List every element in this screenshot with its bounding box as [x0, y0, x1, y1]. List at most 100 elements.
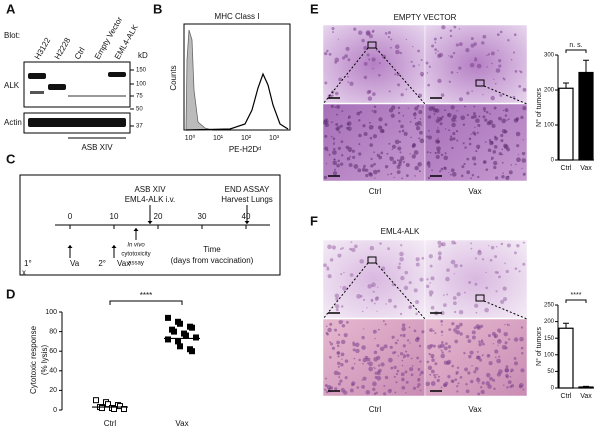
tissue-texture: [399, 352, 404, 356]
tissue-texture: [493, 145, 498, 149]
tissue-texture: [425, 61, 429, 65]
tissue-texture: [345, 46, 350, 51]
sig-bracket: [565, 49, 587, 53]
tissue-texture: [361, 167, 366, 172]
data-point: [177, 343, 183, 350]
tick-label: 0: [68, 212, 73, 221]
micrograph: [322, 24, 426, 104]
tissue-texture: [384, 32, 388, 35]
tissue-texture: [368, 58, 371, 61]
tissue-texture: [362, 376, 367, 381]
tissue-texture: [468, 354, 472, 359]
tissue-texture: [377, 286, 379, 288]
tissue-texture: [358, 152, 362, 156]
band: [48, 84, 66, 90]
y-label: N° of tumors: [535, 327, 543, 366]
tissue-texture: [446, 293, 449, 296]
tissue-texture: [494, 82, 497, 85]
tissue-texture: [386, 152, 389, 155]
y-tick-label: 60: [49, 348, 57, 355]
y-tick-label: 0: [551, 158, 555, 164]
tissue-texture: [332, 160, 337, 166]
tissue-texture: [434, 362, 438, 366]
tissue-texture: [515, 131, 521, 137]
tissue-texture: [520, 346, 524, 350]
tissue-texture: [393, 176, 395, 179]
tissue-texture: [490, 95, 495, 101]
tissue-texture: [452, 296, 457, 300]
y-tick-label: 20: [49, 387, 57, 394]
tissue-texture: [332, 31, 335, 33]
tissue-texture: [470, 247, 473, 250]
tissue-texture: [448, 350, 451, 353]
tissue-texture: [411, 365, 414, 367]
tissue-texture: [336, 340, 340, 345]
tissue-texture: [454, 332, 456, 334]
tissue-texture: [444, 385, 447, 387]
tissue-texture: [369, 143, 374, 147]
tissue-texture: [453, 263, 458, 268]
tissue-texture: [357, 168, 362, 173]
tissue-texture: [440, 93, 445, 97]
panel-label: F: [310, 213, 318, 228]
tissue-texture: [429, 151, 432, 154]
tissue-texture: [373, 366, 375, 368]
sig-bracket: [109, 300, 183, 305]
tissue-texture: [473, 105, 476, 108]
tissue-texture: [427, 83, 431, 87]
tissue-texture: [487, 53, 490, 56]
tissue-texture: [365, 168, 369, 173]
tissue-texture: [397, 265, 401, 270]
tissue-texture: [449, 137, 454, 142]
tissue-texture: [459, 375, 463, 379]
x-tick-label: 10⁰: [185, 134, 196, 142]
tissue-texture: [406, 339, 410, 342]
tissue-texture: [447, 375, 451, 379]
tissue-texture: [340, 273, 343, 276]
tissue-texture: [502, 77, 505, 80]
tissue-texture: [462, 123, 466, 126]
tissue-texture: [407, 107, 409, 109]
data-point: [189, 348, 195, 355]
tissue-texture: [404, 270, 409, 275]
tissue-texture: [475, 355, 480, 360]
tissue-texture: [349, 388, 354, 393]
tissue-texture: [498, 369, 503, 374]
tissue-texture: [426, 72, 429, 74]
tissue-texture: [335, 308, 339, 312]
tissue-texture: [471, 90, 473, 92]
tissue-texture: [394, 44, 400, 50]
tissue-texture: [478, 340, 481, 343]
tissue-texture: [418, 64, 420, 66]
tissue-texture: [453, 273, 455, 275]
tissue-texture: [356, 111, 361, 116]
tissue-texture: [414, 175, 416, 177]
bar: [558, 87, 574, 161]
tissue-texture: [486, 111, 489, 114]
tissue-texture: [410, 60, 413, 63]
tissue-texture: [399, 251, 404, 257]
y-tick-label: 50: [547, 369, 554, 375]
tissue-texture: [369, 136, 373, 140]
x-tick-label: 10²: [241, 135, 252, 142]
tissue-texture: [419, 389, 422, 392]
tissue-texture: [494, 349, 499, 354]
tissue-texture: [428, 65, 431, 68]
tissue-texture: [441, 324, 443, 326]
tissue-texture: [353, 357, 356, 360]
x-tick-label: Ctrl: [561, 165, 572, 172]
tissue-texture: [329, 258, 334, 262]
tissue-texture: [340, 352, 345, 357]
tissue-texture: [410, 373, 414, 377]
tissue-texture: [351, 149, 355, 153]
tissue-texture: [361, 379, 363, 381]
y-tick-label: 200: [544, 88, 555, 94]
tissue-texture: [486, 354, 491, 358]
tissue-texture: [458, 309, 464, 315]
tissue-texture: [384, 123, 388, 126]
tissue-texture: [499, 30, 503, 34]
tissue-texture: [497, 50, 499, 52]
tissue-texture: [371, 284, 374, 287]
tissue-texture: [390, 38, 393, 41]
row-label: ALK: [4, 81, 20, 90]
